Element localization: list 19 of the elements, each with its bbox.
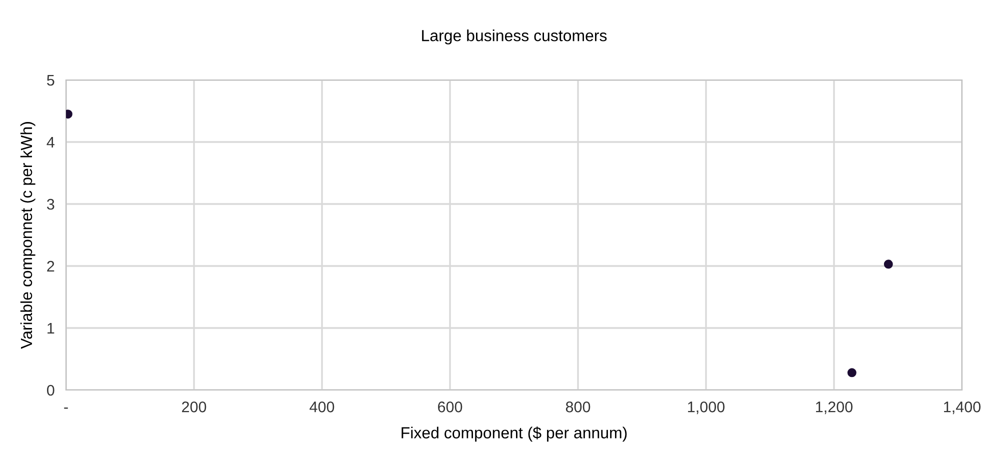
y-tick-label: 0 <box>46 384 54 396</box>
x-tick-label: 1,400 <box>944 402 981 414</box>
point <box>847 368 856 378</box>
point <box>884 260 893 269</box>
x-tick-label: 1,000 <box>688 402 725 414</box>
x-tick-label: 600 <box>438 402 462 412</box>
y-tick-label: 1 <box>48 323 54 334</box>
y-tick-label: 5 <box>47 75 54 86</box>
x-tick-label: 200 <box>182 402 206 412</box>
y-tick-label: 3 <box>46 198 54 210</box>
x-tick-label: 800 <box>566 402 590 412</box>
x-tick-label: 400 <box>310 402 334 412</box>
x-tick-label: - <box>64 408 68 409</box>
y-tick-label: 2 <box>47 260 54 272</box>
y-axis-title: Variable componnet (c per kWh) <box>20 122 36 349</box>
x-tick-label: 1,200 <box>816 402 853 414</box>
y-tick-label: 4 <box>46 137 54 148</box>
chart-title: Large business customers <box>422 30 607 44</box>
x-axis-title: Fixed component ($ per annum) <box>402 426 627 442</box>
